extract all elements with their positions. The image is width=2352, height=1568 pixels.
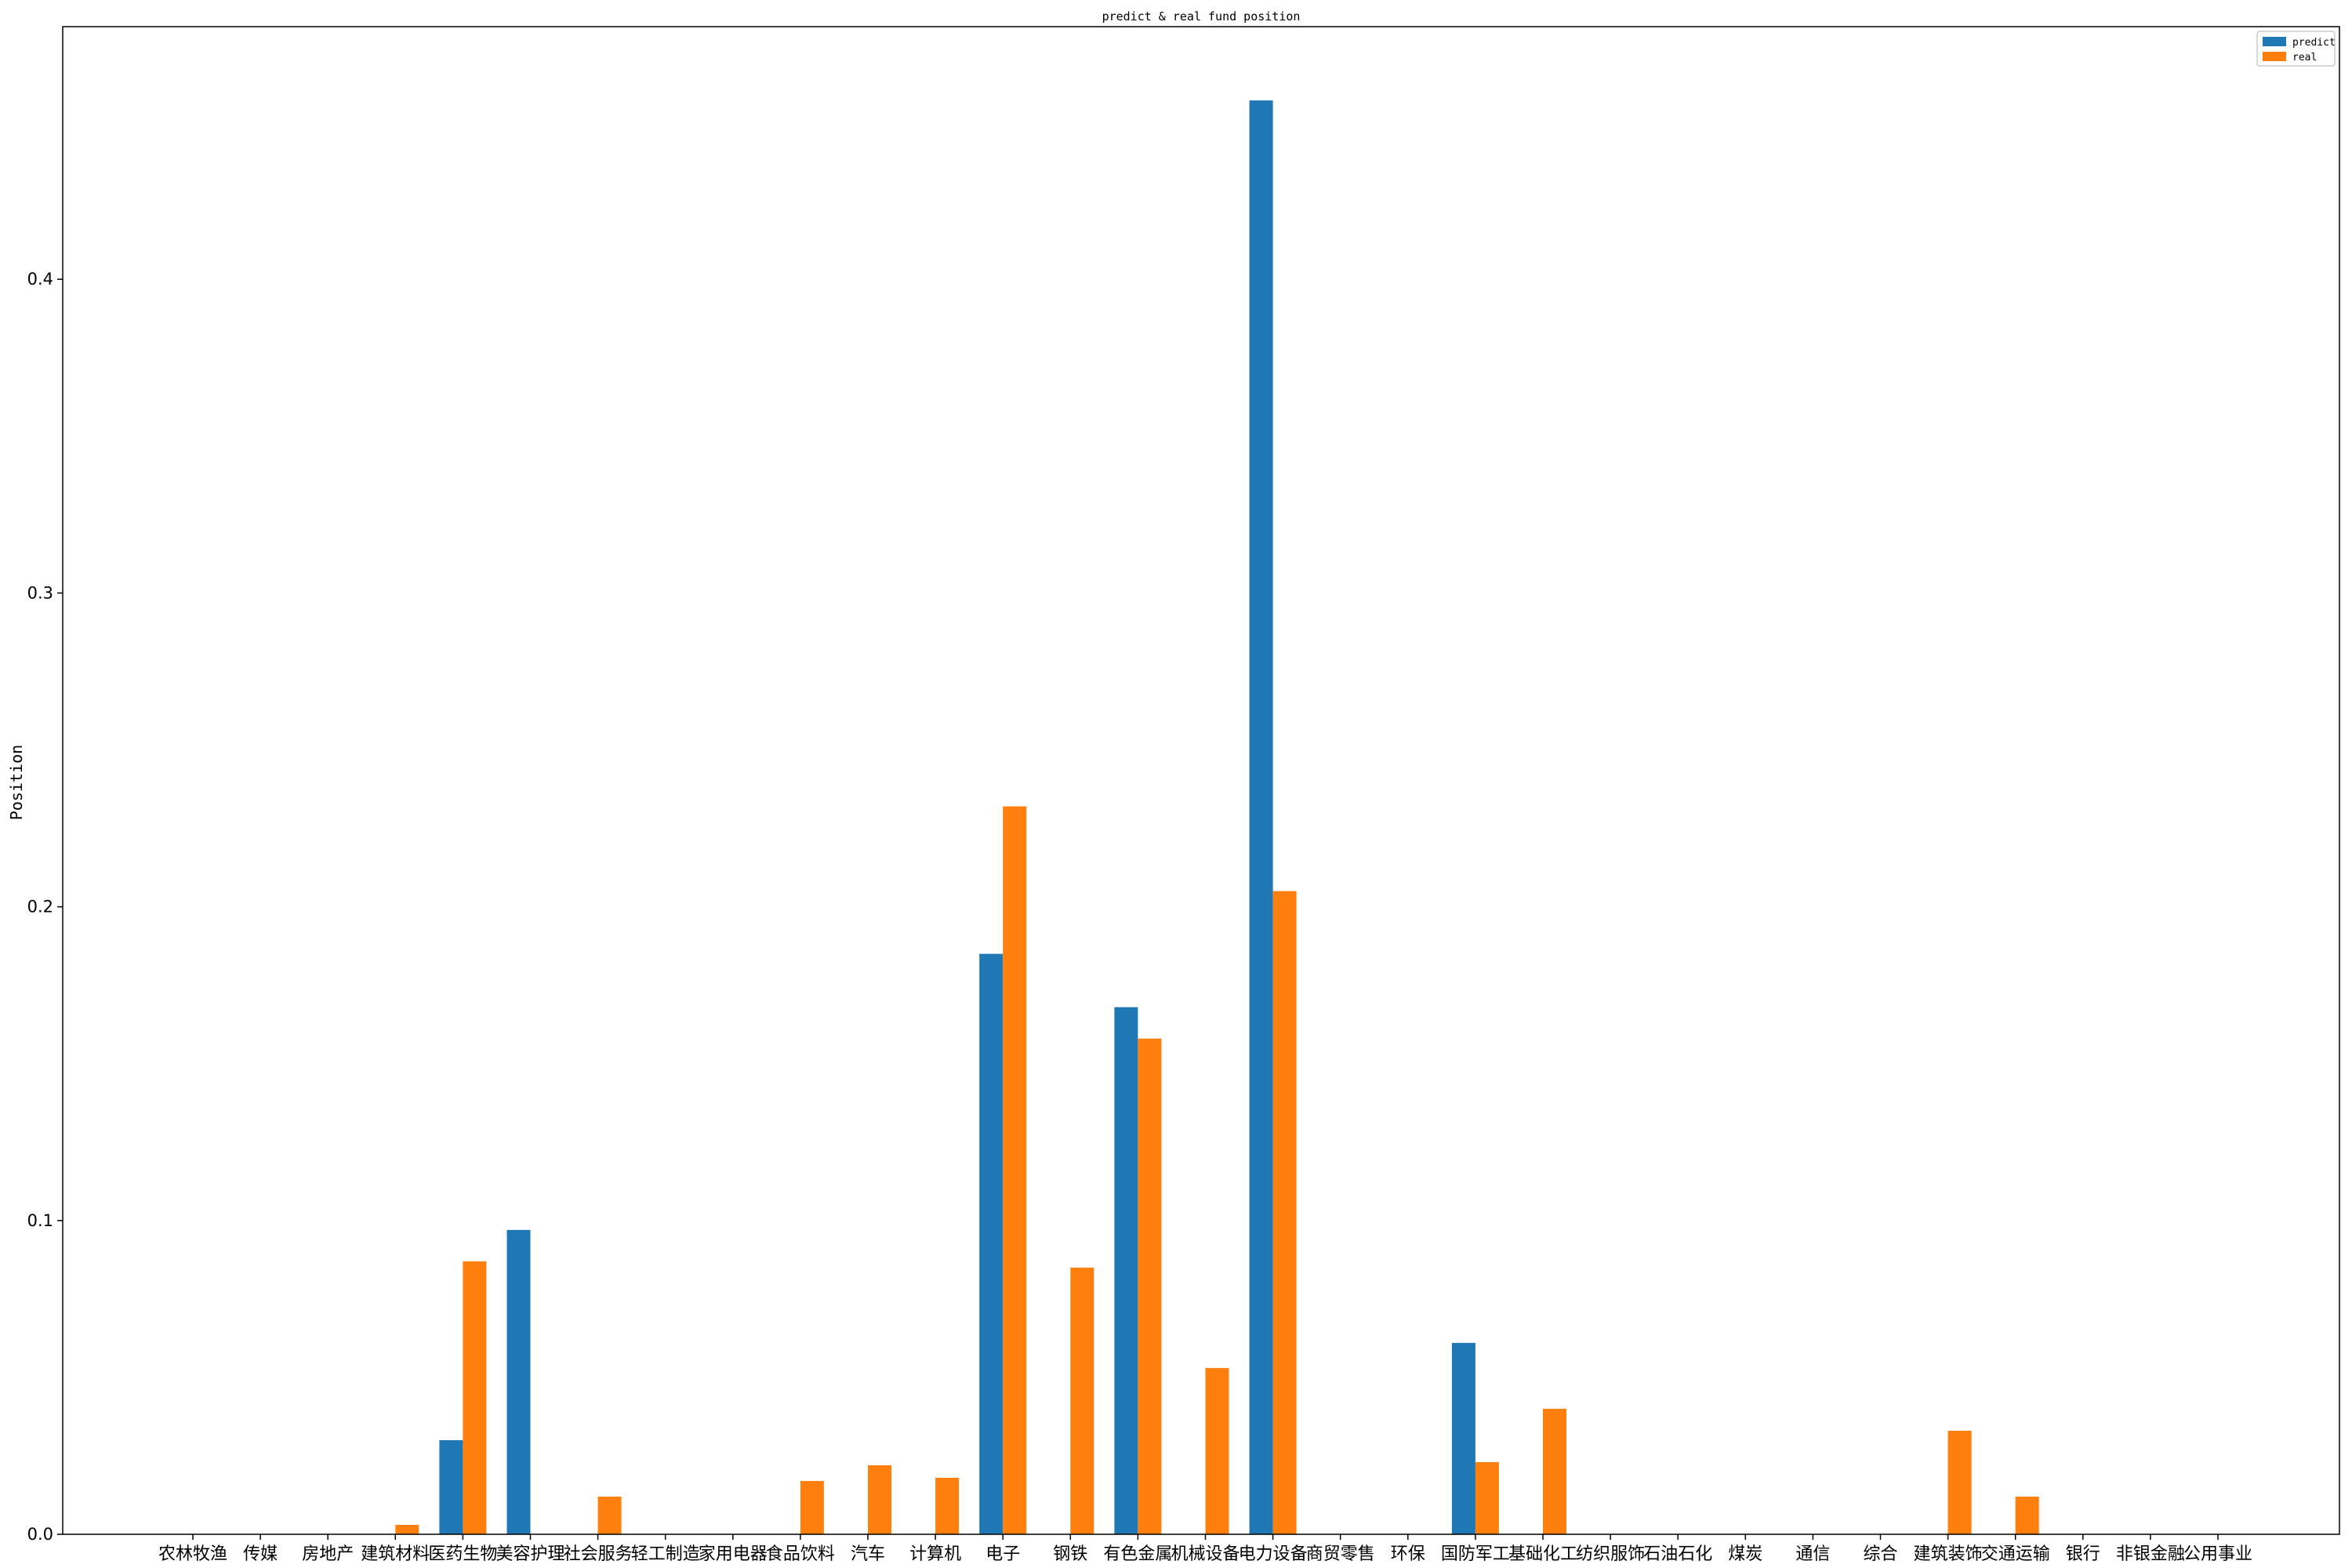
x-tick-label: 公用事业 bbox=[2183, 1544, 2252, 1564]
x-tick-label: 机械设备 bbox=[1171, 1544, 1240, 1564]
x-tick-label: 石油石化 bbox=[1643, 1544, 1712, 1564]
x-tick-label: 食品饮料 bbox=[766, 1544, 835, 1564]
y-axis-label: Position bbox=[7, 745, 26, 820]
x-tick-label: 农林牧渔 bbox=[158, 1544, 227, 1564]
y-tick-label: 0.2 bbox=[27, 898, 53, 916]
legend: predict real bbox=[2256, 31, 2336, 67]
x-tick-label: 轻工制造 bbox=[631, 1544, 700, 1564]
x-tick-label: 商贸零售 bbox=[1306, 1544, 1375, 1564]
x-tick-label: 传媒 bbox=[243, 1544, 278, 1564]
bar-predict-12 bbox=[979, 953, 1004, 1534]
x-tick-label: 煤炭 bbox=[1728, 1544, 1762, 1564]
x-tick-label: 有色金属 bbox=[1103, 1544, 1172, 1564]
x-tick-label: 环保 bbox=[1391, 1544, 1425, 1564]
bar-predict-14 bbox=[1114, 1007, 1138, 1534]
x-tick-label: 通信 bbox=[1795, 1544, 1830, 1564]
x-tick-label: 家用电器 bbox=[699, 1544, 768, 1564]
legend-label-predict: predict bbox=[2292, 37, 2336, 49]
x-tick-label: 纺织服饰 bbox=[1576, 1544, 1645, 1564]
y-tick-label: 0.4 bbox=[27, 270, 53, 289]
x-tick-label: 建筑装饰 bbox=[1914, 1544, 1983, 1564]
x-tick-label: 银行 bbox=[2066, 1544, 2100, 1564]
bar-predict-16 bbox=[1249, 100, 1273, 1535]
bar-predict-19 bbox=[1451, 1342, 1475, 1534]
x-tick-label: 社会服务 bbox=[564, 1544, 633, 1564]
bar-real-20 bbox=[1543, 1408, 1566, 1534]
x-tick-label: 交通运输 bbox=[1981, 1544, 2050, 1564]
x-tick-label: 美容护理 bbox=[495, 1544, 564, 1564]
bar-real-15 bbox=[1205, 1367, 1229, 1534]
bar-predict-4 bbox=[439, 1439, 463, 1534]
x-tick-label: 国防军工 bbox=[1441, 1544, 1510, 1564]
y-tick-label: 0.1 bbox=[27, 1211, 53, 1230]
bar-real-26 bbox=[1947, 1430, 1972, 1534]
bar-predict-5 bbox=[506, 1229, 531, 1534]
bar-real-12 bbox=[1003, 806, 1027, 1534]
legend-swatch-real bbox=[2263, 52, 2286, 61]
bar-real-11 bbox=[935, 1477, 960, 1534]
x-tick-label: 钢铁 bbox=[1053, 1544, 1087, 1564]
bar-real-27 bbox=[2015, 1496, 2039, 1534]
x-tick-label: 计算机 bbox=[909, 1544, 961, 1564]
bar-real-19 bbox=[1475, 1461, 1499, 1534]
x-tick-label: 电子 bbox=[985, 1544, 1020, 1564]
x-tick-label: 医药生物 bbox=[428, 1544, 497, 1564]
x-tick-label: 电力设备 bbox=[1239, 1544, 1308, 1564]
y-tick-label: 0.3 bbox=[27, 583, 53, 602]
y-tick-label: 0.0 bbox=[27, 1525, 53, 1544]
x-tick-label: 建筑材料 bbox=[361, 1544, 430, 1564]
bar-real-4 bbox=[463, 1261, 487, 1534]
x-tick-label: 综合 bbox=[1863, 1544, 1897, 1564]
y-axis: 0.0 0.1 0.2 0.3 0.4 bbox=[27, 270, 63, 1544]
bar-real-6 bbox=[597, 1496, 622, 1534]
plot-frame bbox=[62, 26, 2340, 1535]
bar-real-10 bbox=[868, 1465, 891, 1534]
chart-title: predict & real fund position bbox=[1102, 9, 1301, 24]
bar-real-16 bbox=[1272, 891, 1297, 1534]
x-tick-label: 非银金融 bbox=[2116, 1544, 2185, 1564]
bars-group bbox=[395, 100, 2039, 1535]
bar-real-9 bbox=[800, 1480, 824, 1534]
bar-real-3 bbox=[395, 1524, 419, 1534]
x-tick-label: 基础化工 bbox=[1508, 1544, 1577, 1564]
legend-swatch-predict bbox=[2263, 37, 2286, 46]
bar-real-14 bbox=[1138, 1038, 1162, 1534]
legend-label-real: real bbox=[2292, 52, 2317, 64]
bar-real-13 bbox=[1070, 1267, 1094, 1534]
x-tick-label: 房地产 bbox=[302, 1544, 354, 1564]
x-tick-label: 汽车 bbox=[851, 1544, 885, 1564]
